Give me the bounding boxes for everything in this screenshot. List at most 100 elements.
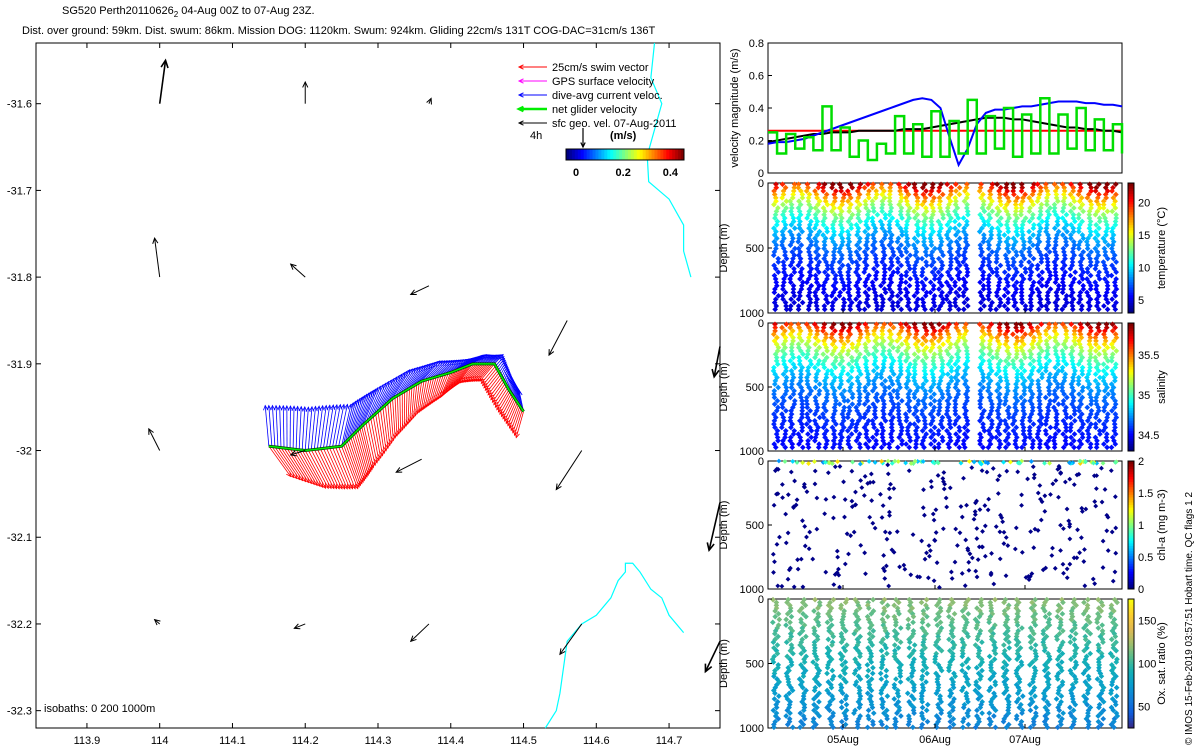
swim-vector (335, 446, 354, 490)
velocity-y-tick-label: 0.4 (749, 103, 764, 115)
dac-vector (287, 405, 293, 449)
swim-vector-head (340, 483, 346, 490)
swim-vector-head (289, 472, 295, 479)
swim-vector (292, 448, 315, 486)
dac-vector-head (270, 404, 276, 411)
dac-vector-shaft (431, 360, 450, 379)
coastline (646, 42, 692, 278)
swim-vector (277, 447, 301, 481)
swim-vector-shaft (329, 447, 348, 490)
dac-vector-shaft (341, 404, 352, 447)
figure-title: SG520 Perth201106262 04-Aug 00Z to 07-Au… (62, 5, 315, 19)
map-y-tick-label: -31.8 (7, 272, 32, 284)
swim-vector-shaft (310, 449, 332, 489)
figure-stats: Dist. over ground: 59km. Dist. swum: 86k… (22, 25, 656, 37)
map-colorbar-cell (639, 149, 644, 160)
dac-vector-head (266, 404, 272, 411)
dac-vector-shaft (365, 386, 381, 423)
section-colorbar-label: chl-a (mg m-3) (1156, 489, 1168, 561)
swim-vector-shaft (274, 446, 298, 479)
legend-units: (m/s) (610, 130, 637, 142)
map-colorbar-cell (616, 149, 620, 160)
dac-vector-shaft (275, 405, 279, 448)
map-colorbar-cell (651, 149, 655, 160)
map-colorbar-cell (619, 149, 623, 160)
swim-vector-head (306, 478, 312, 485)
dac-vector-shaft (394, 368, 413, 398)
dac-vector-shaft (492, 354, 503, 365)
section-colorbar-tick-label: 15 (1138, 230, 1150, 242)
legend-label: dive-avg current veloc. (552, 90, 663, 102)
legend-label: net glider velocity (552, 104, 637, 116)
dac-vector-shaft (506, 372, 511, 386)
swim-vector (286, 448, 309, 484)
dac-vector-shaft (377, 378, 395, 412)
dac-vector-shaft (397, 368, 416, 396)
swim-vector-shaft (277, 447, 301, 480)
map-x-tick-label: 114.7 (656, 735, 683, 747)
dac-vector-shaft (304, 407, 309, 451)
swim-vector (320, 448, 340, 490)
swim-vector-shaft (338, 446, 356, 489)
swim-vector (289, 448, 312, 485)
dac-vector-shaft (418, 361, 438, 383)
map-colorbar-tick-label: 0 (573, 167, 579, 179)
dac-vector-shaft (282, 405, 285, 449)
dac-vector-shaft (384, 373, 403, 406)
dac-vector-shaft (335, 404, 345, 447)
swim-vector (313, 449, 335, 490)
velocity-y-label: velocity magnitude (m/s) (729, 48, 741, 167)
section-y-tick-label: 0 (758, 178, 764, 190)
dac-vector-shaft (496, 358, 505, 369)
swim-vector-shaft (367, 420, 378, 463)
dac-vector (291, 405, 297, 450)
map-colorbar-cell (645, 149, 650, 160)
dac-vector-shaft (313, 406, 320, 450)
dac-vector-shaft (443, 359, 462, 375)
dac-vector-shaft (389, 371, 408, 401)
dac-vector-shaft (352, 395, 365, 436)
dac-vector (494, 353, 504, 365)
swim-vector (274, 446, 298, 480)
swim-vector-head (332, 483, 337, 490)
section-colorbar-tick-label: 35 (1138, 390, 1150, 402)
map-x-tick-label: 114.1 (219, 735, 246, 747)
dac-vector-shaft (361, 389, 376, 427)
swim-vector (317, 448, 337, 490)
map-colorbar-cell (627, 149, 632, 160)
dac-vector-shaft (363, 387, 378, 425)
map-y-tick-label: -31.9 (7, 359, 32, 371)
map-colorbar-cell (568, 149, 573, 160)
swim-vector-shaft (377, 411, 385, 454)
map-x-tick-label: 114 (151, 735, 169, 747)
swim-vector-head (292, 473, 298, 480)
swim-vector-head (337, 483, 343, 490)
section-colorbar-tick-label: 2 (1138, 456, 1144, 468)
swim-vector-shaft (363, 424, 374, 468)
swim-vector (307, 449, 329, 490)
map-colorbar-cell (610, 149, 614, 160)
section-colorbar-tick-label: 0.5 (1138, 552, 1153, 564)
map-colorbar-cell (586, 149, 591, 160)
dac-vector-shaft (426, 360, 445, 380)
dac-vector-shaft (411, 363, 431, 388)
legend-label: 25cm/s swim vector (552, 62, 649, 74)
swim-vector (298, 449, 321, 488)
swim-vector-head (324, 483, 329, 490)
dac-vector-shaft (338, 404, 348, 447)
map-y-tick-label: -31.7 (7, 185, 32, 197)
swim-vector (280, 447, 304, 482)
dac-vector (363, 387, 379, 425)
dac-vector-shaft (272, 405, 276, 447)
map-x-tick-label: 114.5 (510, 735, 537, 747)
velocity-y-tick-label: 0.6 (749, 71, 764, 83)
map-colorbar-cell (672, 149, 676, 160)
swim-vector-head (343, 483, 348, 490)
map-colorbar-cell (613, 149, 617, 160)
dac-vector-shaft (409, 364, 428, 389)
dac-vector-shaft (348, 398, 361, 440)
map-colorbar-cell (642, 149, 647, 160)
section-colorbar-tick-label: 35.5 (1138, 350, 1159, 362)
